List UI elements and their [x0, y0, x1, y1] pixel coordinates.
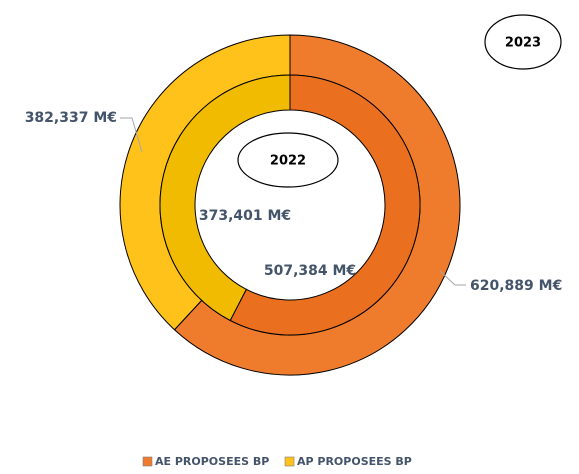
ring-segment: [229, 74, 421, 336]
legend-swatch: [142, 456, 153, 467]
legend-label: AE PROPOSEES BP: [155, 455, 269, 468]
year-bubble: [237, 132, 339, 188]
year-bubble: [484, 14, 562, 70]
legend-label: AP PROPOSEES BP: [297, 455, 412, 468]
value-label: 382,337 M€: [25, 110, 117, 126]
legend-swatch: [284, 456, 295, 467]
value-label: 620,889 M€: [470, 278, 562, 294]
value-label: 507,384 M€: [264, 263, 356, 279]
value-label: 373,401 M€: [199, 208, 291, 224]
year-label: 2022: [270, 154, 306, 169]
leader-line: [120, 117, 143, 153]
ring-segment: [159, 74, 291, 322]
year-label: 2023: [505, 36, 541, 51]
leader-line: [439, 270, 466, 286]
